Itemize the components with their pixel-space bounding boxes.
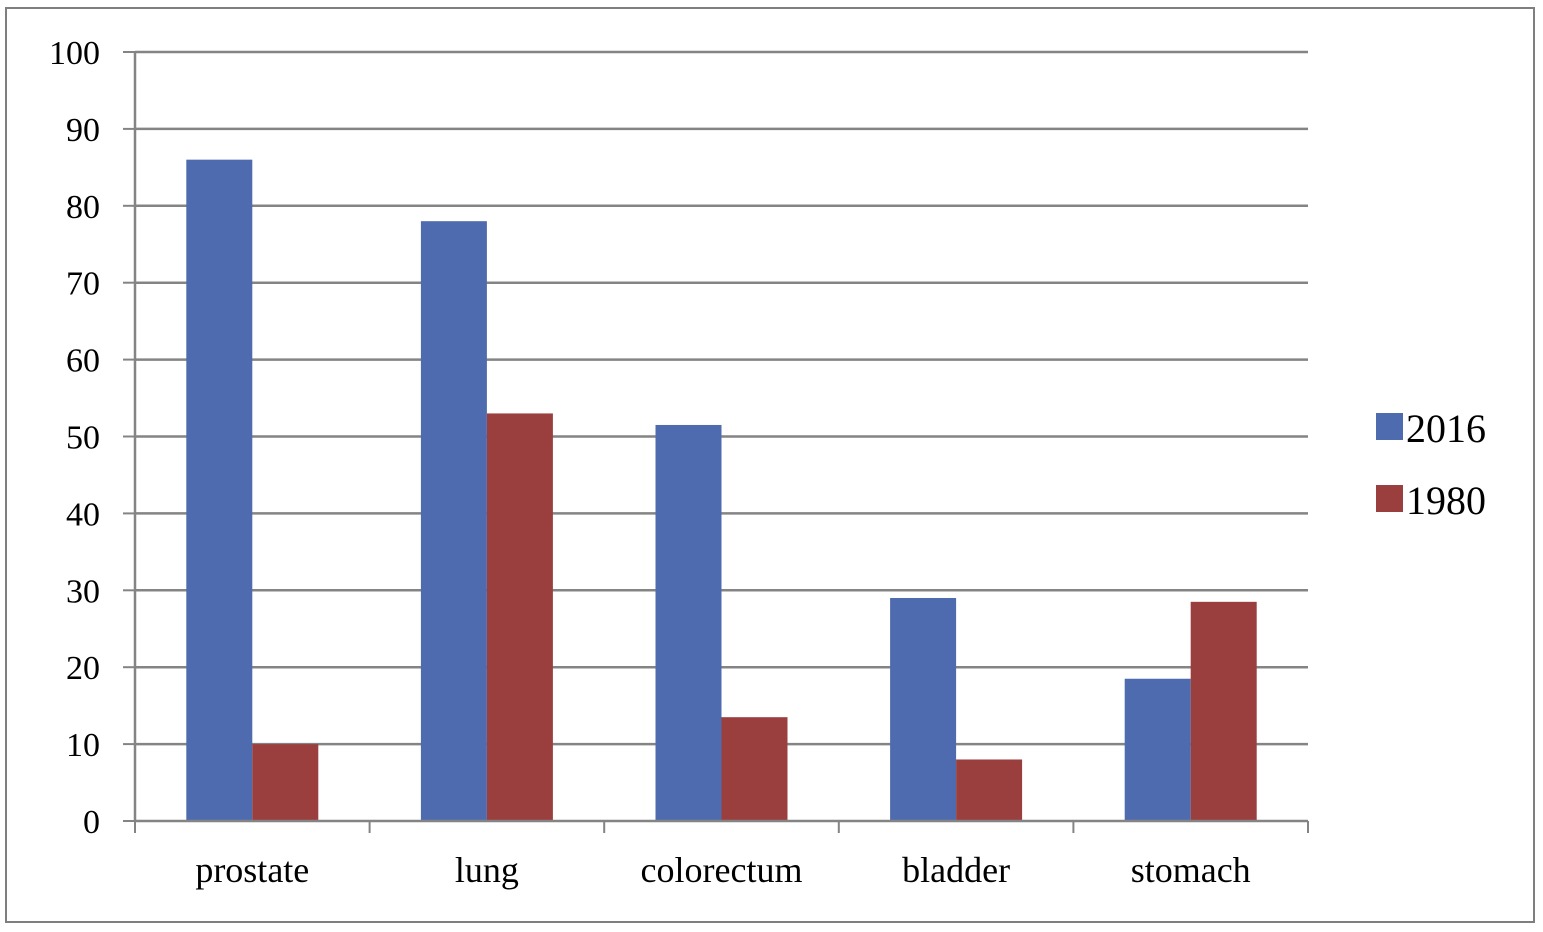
legend: 2016 1980 bbox=[1376, 406, 1486, 523]
bar-2016-bladder bbox=[890, 597, 957, 821]
x-category-label: stomach bbox=[1131, 850, 1251, 890]
y-tick-label: 30 bbox=[66, 573, 100, 610]
y-tick-label: 50 bbox=[66, 420, 100, 457]
legend-label: 1980 bbox=[1406, 478, 1486, 523]
y-tick-label: 40 bbox=[66, 496, 100, 533]
x-category-label: bladder bbox=[902, 850, 1010, 890]
bar-1980-lung bbox=[486, 413, 553, 821]
y-tick-label: 90 bbox=[66, 112, 100, 149]
legend-swatch-1980 bbox=[1376, 485, 1403, 512]
bar-2016-colorectum bbox=[655, 424, 722, 821]
x-category-label: lung bbox=[455, 850, 519, 890]
bar-2016-prostate bbox=[186, 159, 253, 821]
y-tick-label: 60 bbox=[66, 343, 100, 380]
bars bbox=[186, 159, 1257, 821]
y-tick-label: 100 bbox=[49, 35, 100, 72]
x-category-label: colorectum bbox=[641, 850, 803, 890]
axes bbox=[133, 52, 1309, 833]
bar-2016-lung bbox=[420, 221, 487, 821]
legend-label: 2016 bbox=[1406, 406, 1486, 451]
y-tick-label: 80 bbox=[66, 189, 100, 226]
bar-1980-colorectum bbox=[721, 717, 788, 821]
legend-swatch-2016 bbox=[1376, 413, 1403, 440]
y-tick-label: 20 bbox=[66, 650, 100, 687]
x-category-label: prostate bbox=[195, 850, 309, 890]
gridlines bbox=[135, 50, 1308, 746]
bar-1980-prostate bbox=[252, 744, 319, 821]
bar-1980-bladder bbox=[956, 759, 1023, 821]
y-axis-ticks: 0 10 20 30 40 50 60 70 80 90 100 bbox=[49, 35, 135, 841]
y-tick-label: 70 bbox=[66, 266, 100, 303]
bar-1980-stomach bbox=[1190, 601, 1257, 821]
y-tick-label: 0 bbox=[83, 804, 100, 841]
x-axis-labels: prostate lung colorectum bladder stomach bbox=[195, 850, 1250, 890]
y-tick-label: 10 bbox=[66, 727, 100, 764]
bar-2016-stomach bbox=[1124, 678, 1191, 821]
